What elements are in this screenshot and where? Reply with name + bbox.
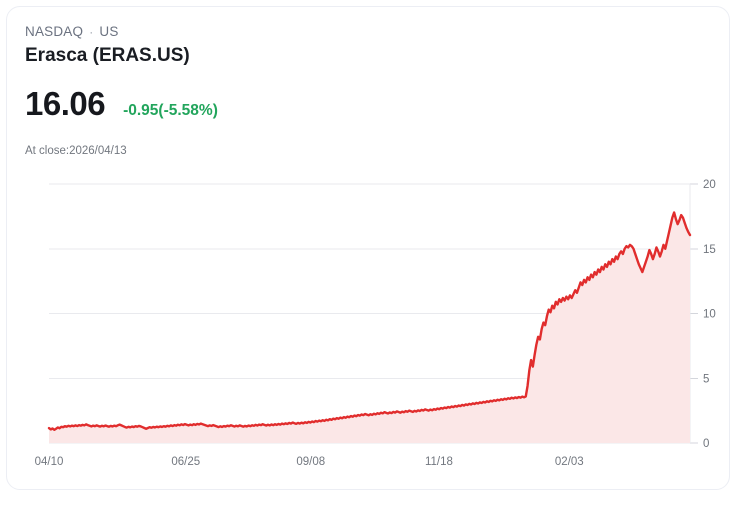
quote-header: NASDAQ · US Erasca (ERAS.US) — [25, 23, 525, 69]
separator-dot: · — [89, 25, 94, 40]
region-label: US — [99, 24, 119, 39]
y-axis-labels: 0 5 10 15 20 — [703, 179, 716, 450]
y-axis-tick-label: 15 — [703, 244, 716, 256]
exchange-region-line: NASDAQ · US — [25, 23, 525, 41]
price-chart-svg[interactable]: 0 5 10 15 20 04/10 06/25 09/08 11/18 02/03 — [7, 167, 730, 487]
price-chart[interactable]: 0 5 10 15 20 04/10 06/25 09/08 11/18 02/03 — [7, 167, 730, 487]
x-axis-tick-label: 02/03 — [555, 456, 584, 468]
x-axis-tick-label: 06/25 — [171, 456, 200, 468]
y-axis-tick-label: 0 — [703, 438, 709, 450]
x-axis-tick-label: 11/18 — [425, 456, 453, 468]
quote-row: 16.06 -0.95(-5.58%) — [25, 85, 218, 123]
close-timestamp: At close:2026/04/13 — [25, 145, 127, 157]
y-axis-tick-label: 10 — [703, 309, 716, 321]
x-axis-tick-label: 09/08 — [296, 456, 325, 468]
exchange-label: NASDAQ — [25, 24, 84, 39]
stock-quote-card: NASDAQ · US Erasca (ERAS.US) 16.06 -0.95(-… — [6, 6, 730, 490]
company-name: Erasca (ERAS.US) — [25, 45, 190, 67]
x-axis-labels: 04/10 06/25 09/08 11/18 02/03 — [35, 456, 584, 468]
grid-lines — [49, 183, 698, 444]
y-axis-tick-label: 5 — [703, 373, 709, 385]
price-change: -0.95(-5.58%) — [123, 102, 218, 119]
y-axis-tick-label: 20 — [703, 179, 716, 191]
current-price: 16.06 — [25, 85, 106, 122]
price-area-fill — [49, 212, 690, 443]
x-axis-tick-label: 04/10 — [35, 456, 64, 468]
price-line — [47, 211, 692, 431]
